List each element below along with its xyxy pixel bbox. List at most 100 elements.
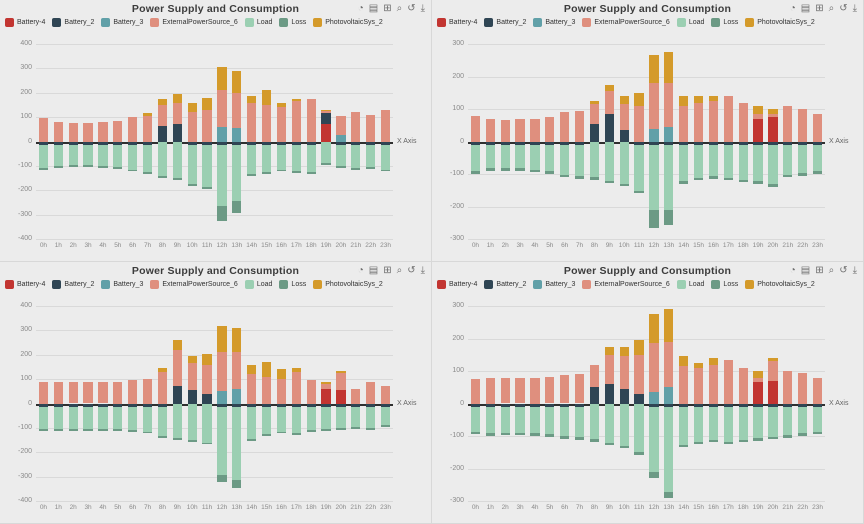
bar-segment-ExternalPowerSource_6[interactable] bbox=[142, 379, 153, 404]
bar-segment-Load[interactable] bbox=[619, 141, 629, 184]
bar-segment-Load[interactable] bbox=[708, 407, 719, 440]
bar-segment-Load[interactable] bbox=[783, 145, 793, 175]
bar-segment-ExternalPowerSource_6[interactable] bbox=[172, 349, 182, 387]
bar-segment-PhotovoltaicSys_2[interactable] bbox=[604, 84, 614, 92]
legend-item-Battery-4[interactable]: Battery-4 bbox=[5, 18, 45, 27]
bar-segment-Loss[interactable] bbox=[261, 171, 272, 174]
bar-segment-Load[interactable] bbox=[738, 145, 748, 180]
bar-segment-Loss[interactable] bbox=[276, 431, 287, 434]
bar-segment-Load[interactable] bbox=[530, 407, 540, 434]
bar-segment-Loss[interactable] bbox=[619, 183, 629, 187]
bar-segment-ExternalPowerSource_6[interactable] bbox=[768, 361, 778, 381]
bar-segment-Load[interactable] bbox=[232, 145, 242, 202]
bar-segment-PhotovoltaicSys_2[interactable] bbox=[634, 340, 644, 355]
bar-segment-Loss[interactable] bbox=[380, 169, 391, 172]
bar-segment-Loss[interactable] bbox=[187, 184, 197, 187]
bar-segment-Loss[interactable] bbox=[634, 452, 644, 455]
bar-segment-Loss[interactable] bbox=[202, 442, 212, 445]
bar-segment-Battery_2[interactable] bbox=[321, 113, 331, 125]
bar-segment-Battery_2[interactable] bbox=[649, 403, 659, 408]
bar-segment-Battery_2[interactable] bbox=[753, 403, 763, 408]
bar-segment-Loss[interactable] bbox=[366, 427, 376, 430]
bar-segment-Load[interactable] bbox=[708, 145, 719, 177]
bar-segment-Battery_3[interactable] bbox=[232, 128, 242, 142]
bar-segment-ExternalPowerSource_6[interactable] bbox=[589, 104, 600, 124]
bar-segment-Loss[interactable] bbox=[53, 165, 63, 168]
bar-segment-Battery_2[interactable] bbox=[98, 141, 108, 146]
data-zoom-icon[interactable]: ⊞ bbox=[383, 265, 392, 276]
bar-segment-Load[interactable] bbox=[768, 145, 778, 185]
data-zoom-icon[interactable]: ⊞ bbox=[383, 3, 392, 14]
bar-segment-Loss[interactable] bbox=[247, 174, 257, 177]
bar-segment-Loss[interactable] bbox=[589, 439, 600, 442]
bar-segment-ExternalPowerSource_6[interactable] bbox=[321, 384, 331, 389]
bar-segment-ExternalPowerSource_6[interactable] bbox=[68, 382, 78, 404]
bar-segment-Loss[interactable] bbox=[693, 177, 704, 181]
data-zoom-icon[interactable]: ⊞ bbox=[815, 3, 824, 14]
bar-segment-PhotovoltaicSys_2[interactable] bbox=[172, 340, 182, 350]
bar-segment-ExternalPowerSource_6[interactable] bbox=[53, 122, 63, 142]
bar-segment-Load[interactable] bbox=[321, 141, 331, 164]
bar-segment-Battery_2[interactable] bbox=[113, 141, 123, 146]
magic-type-icon[interactable]: ◔ bbox=[357, 265, 364, 276]
bar-segment-ExternalPowerSource_6[interactable] bbox=[261, 376, 272, 404]
bar-segment-ExternalPowerSource_6[interactable] bbox=[708, 364, 719, 404]
bar-segment-Loss[interactable] bbox=[530, 433, 540, 436]
bar-segment-Loss[interactable] bbox=[276, 169, 287, 172]
bar-segment-Battery_2[interactable] bbox=[247, 403, 257, 408]
bar-segment-Battery_2[interactable] bbox=[380, 403, 391, 408]
bar-segment-ExternalPowerSource_6[interactable] bbox=[157, 104, 168, 126]
bar-segment-Load[interactable] bbox=[366, 407, 376, 428]
bar-segment-ExternalPowerSource_6[interactable] bbox=[589, 364, 600, 388]
bar-segment-Load[interactable] bbox=[172, 403, 182, 438]
bar-segment-ExternalPowerSource_6[interactable] bbox=[276, 379, 287, 404]
bar-segment-Load[interactable] bbox=[53, 145, 63, 166]
bar-segment-Loss[interactable] bbox=[202, 186, 212, 189]
bar-segment-Battery_3[interactable] bbox=[232, 388, 242, 404]
bar-segment-Load[interactable] bbox=[321, 407, 331, 430]
bar-segment-Load[interactable] bbox=[664, 407, 674, 492]
bar-segment-Loss[interactable] bbox=[679, 181, 689, 184]
bar-segment-Load[interactable] bbox=[530, 145, 540, 170]
bar-segment-PhotovoltaicSys_2[interactable] bbox=[679, 96, 689, 106]
bar-segment-Battery_2[interactable] bbox=[679, 403, 689, 408]
bar-segment-ExternalPowerSource_6[interactable] bbox=[470, 379, 481, 404]
bar-segment-PhotovoltaicSys_2[interactable] bbox=[276, 369, 287, 380]
bar-segment-ExternalPowerSource_6[interactable] bbox=[798, 109, 808, 142]
bar-segment-Load[interactable] bbox=[515, 145, 525, 169]
bar-segment-Battery_2[interactable] bbox=[217, 141, 227, 146]
bar-segment-Battery_2[interactable] bbox=[83, 403, 93, 408]
bar-segment-ExternalPowerSource_6[interactable] bbox=[783, 371, 793, 404]
bar-segment-Loss[interactable] bbox=[351, 168, 361, 171]
bar-segment-Battery_2[interactable] bbox=[172, 124, 182, 142]
legend-item-Battery_2[interactable]: Battery_2 bbox=[52, 18, 94, 27]
bar-segment-Load[interactable] bbox=[485, 145, 495, 169]
bar-segment-Load[interactable] bbox=[351, 407, 361, 427]
legend-item-ExternalPowerSource_6[interactable]: ExternalPowerSource_6 bbox=[582, 280, 670, 289]
bar-segment-ExternalPowerSource_6[interactable] bbox=[545, 117, 555, 142]
bar-segment-ExternalPowerSource_6[interactable] bbox=[812, 113, 823, 142]
bar-segment-Battery_2[interactable] bbox=[500, 403, 510, 408]
bar-segment-Battery_2[interactable] bbox=[753, 141, 763, 146]
legend-item-Load[interactable]: Load bbox=[244, 280, 272, 289]
bar-segment-Loss[interactable] bbox=[157, 436, 168, 439]
bar-segment-ExternalPowerSource_6[interactable] bbox=[187, 363, 197, 391]
bar-segment-Load[interactable] bbox=[336, 407, 346, 428]
bar-segment-Battery_2[interactable] bbox=[708, 403, 719, 408]
bar-segment-ExternalPowerSource_6[interactable] bbox=[798, 372, 808, 404]
legend-item-Load[interactable]: Load bbox=[244, 18, 272, 27]
save-image-icon[interactable]: ⤓ bbox=[420, 3, 425, 14]
bar-segment-Battery_3[interactable] bbox=[336, 135, 346, 142]
bar-segment-Load[interactable] bbox=[723, 145, 733, 178]
bar-segment-PhotovoltaicSys_2[interactable] bbox=[157, 368, 168, 372]
bar-segment-Battery_2[interactable] bbox=[380, 141, 391, 146]
bar-segment-Battery_2[interactable] bbox=[619, 388, 629, 404]
bar-segment-Loss[interactable] bbox=[38, 168, 49, 171]
bar-segment-Load[interactable] bbox=[560, 407, 570, 436]
bar-segment-Loss[interactable] bbox=[351, 426, 361, 429]
bar-segment-Loss[interactable] bbox=[619, 445, 629, 449]
bar-segment-Load[interactable] bbox=[261, 407, 272, 434]
bar-segment-Battery_3[interactable] bbox=[664, 387, 674, 404]
bar-segment-ExternalPowerSource_6[interactable] bbox=[679, 105, 689, 142]
bar-segment-Load[interactable] bbox=[560, 145, 570, 175]
